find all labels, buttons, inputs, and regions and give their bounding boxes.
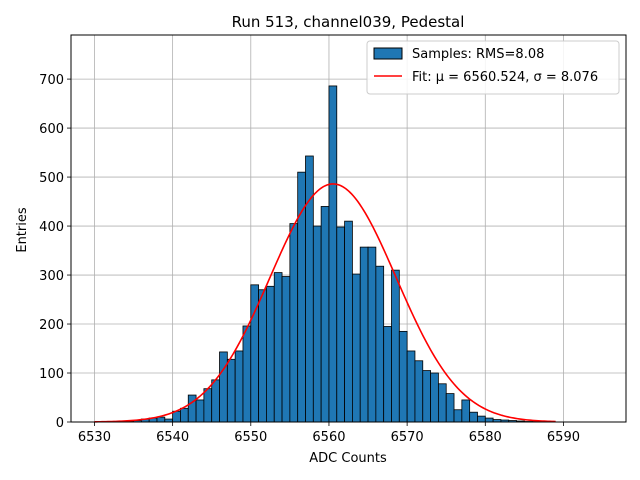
histogram-bar bbox=[430, 372, 439, 423]
legend-label-samples: Samples: RMS=8.08 bbox=[412, 47, 544, 62]
histogram-bar bbox=[445, 393, 455, 423]
y-tick-label: 700 bbox=[39, 73, 64, 88]
histogram-bar bbox=[281, 276, 291, 423]
x-tick-label: 6580 bbox=[469, 430, 502, 445]
histogram-bar bbox=[211, 379, 220, 423]
y-tick-label: 500 bbox=[39, 171, 64, 186]
histogram-bar bbox=[406, 350, 416, 423]
histogram-bar bbox=[258, 289, 267, 423]
histogram-bar bbox=[156, 416, 166, 423]
histogram-bar bbox=[422, 370, 431, 423]
histogram-bar bbox=[484, 417, 494, 423]
y-tick-label: 400 bbox=[39, 220, 64, 235]
histogram-bar bbox=[203, 388, 213, 423]
x-tick-label: 6550 bbox=[234, 430, 267, 445]
legend-swatch-samples bbox=[373, 47, 403, 60]
x-tick-label: 6530 bbox=[78, 430, 111, 445]
histogram-bar bbox=[367, 246, 377, 423]
histogram-bar bbox=[344, 220, 353, 423]
legend: Samples: RMS=8.08 Fit: μ = 6560.524, σ =… bbox=[366, 40, 620, 95]
histogram-bar bbox=[195, 399, 205, 423]
plot-frame bbox=[70, 34, 627, 423]
histogram-bar bbox=[180, 407, 189, 423]
histogram-bar bbox=[383, 326, 392, 423]
y-tick-label: 300 bbox=[39, 269, 64, 284]
x-tick-label: 6590 bbox=[547, 430, 580, 445]
histogram-bar bbox=[437, 383, 447, 423]
fit-curve bbox=[94, 183, 556, 423]
y-tick-label: 0 bbox=[56, 416, 64, 431]
histogram-bar bbox=[328, 85, 338, 423]
histogram-bar bbox=[234, 350, 244, 423]
x-axis-ticks: 6530 6540 6550 6560 6570 6580 6590 bbox=[78, 422, 580, 445]
histogram-bar bbox=[226, 358, 236, 423]
histogram-bar bbox=[469, 411, 478, 423]
x-tick-label: 6540 bbox=[156, 430, 189, 445]
histogram-bar bbox=[461, 399, 471, 423]
histogram-bar bbox=[312, 225, 322, 423]
legend-label-fit: Fit: μ = 6560.524, σ = 8.076 bbox=[412, 70, 598, 85]
histogram-bar bbox=[391, 269, 400, 423]
chart-title: Run 513, channel039, Pedestal bbox=[232, 13, 465, 31]
histogram-bar bbox=[375, 265, 385, 423]
x-axis-label: ADC Counts bbox=[309, 451, 387, 466]
y-tick-label: 600 bbox=[39, 122, 64, 137]
fit-curve-layer bbox=[94, 183, 556, 423]
y-tick-label: 200 bbox=[39, 318, 64, 333]
y-tick-label: 100 bbox=[39, 367, 64, 382]
histogram-bar bbox=[352, 273, 361, 423]
histogram-bar bbox=[266, 285, 275, 423]
legend-box bbox=[366, 40, 620, 95]
histogram-bar bbox=[242, 325, 252, 423]
y-axis-label: Entries bbox=[15, 207, 30, 253]
histogram-bar bbox=[219, 351, 228, 423]
y-axis-ticks: 0 100 200 300 400 500 600 700 bbox=[39, 73, 71, 431]
histogram-bar bbox=[359, 246, 369, 423]
histogram-bar bbox=[398, 330, 408, 423]
histogram-bar bbox=[187, 394, 197, 423]
histogram-bar bbox=[414, 360, 424, 423]
histogram-bar bbox=[289, 223, 299, 423]
histogram-bar bbox=[453, 409, 463, 423]
histogram-bar bbox=[273, 272, 283, 423]
histogram-bar bbox=[320, 206, 330, 423]
histogram-bar bbox=[297, 171, 306, 423]
x-tick-label: 6570 bbox=[391, 430, 424, 445]
x-tick-label: 6560 bbox=[312, 430, 345, 445]
histogram-bar bbox=[336, 226, 345, 423]
histogram-bar bbox=[477, 415, 486, 423]
